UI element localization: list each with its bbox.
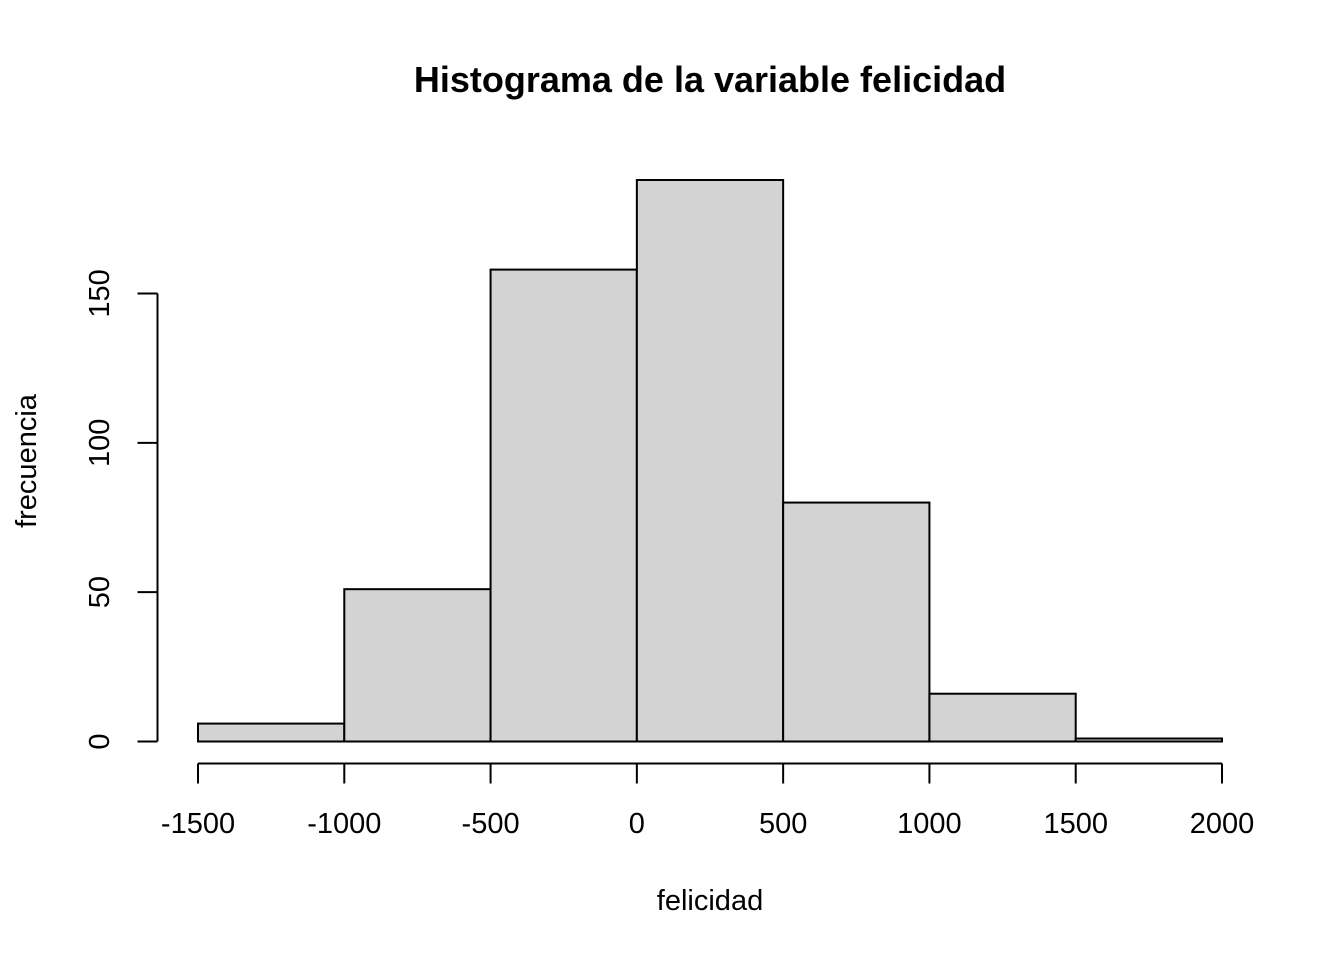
histogram-bar [489,268,638,743]
x-tick-label: 2000 [1190,808,1255,840]
x-tick-label: 0 [629,808,645,840]
histogram-bar [1074,737,1223,743]
y-tick-label: 50 [84,576,116,608]
x-tick-label: -1000 [307,808,381,840]
histogram-bar [635,179,785,743]
x-tick-label: 1500 [1043,808,1108,840]
chart-title: Histograma de la variable felicidad [414,59,1006,100]
bars-group [197,179,1223,743]
histogram-bar [197,722,346,743]
y-tick-label: 150 [84,269,116,317]
y-axis: 0 50 100 150 [84,269,159,750]
histogram-bar [928,692,1077,743]
y-axis-label: frecuencia [11,393,43,528]
histogram-bar [782,501,931,743]
x-axis-label: felicidad [657,885,763,917]
histogram-bar [343,588,492,743]
x-tick-label: -1500 [161,808,235,840]
x-tick-label: 500 [759,808,807,840]
x-tick-label: 1000 [897,808,962,840]
x-axis: -1500 -1000 -500 0 500 1000 1500 2000 [161,762,1255,840]
y-tick-label: 100 [84,419,116,467]
y-tick-label: 0 [84,733,116,749]
x-tick-label: -500 [462,808,520,840]
